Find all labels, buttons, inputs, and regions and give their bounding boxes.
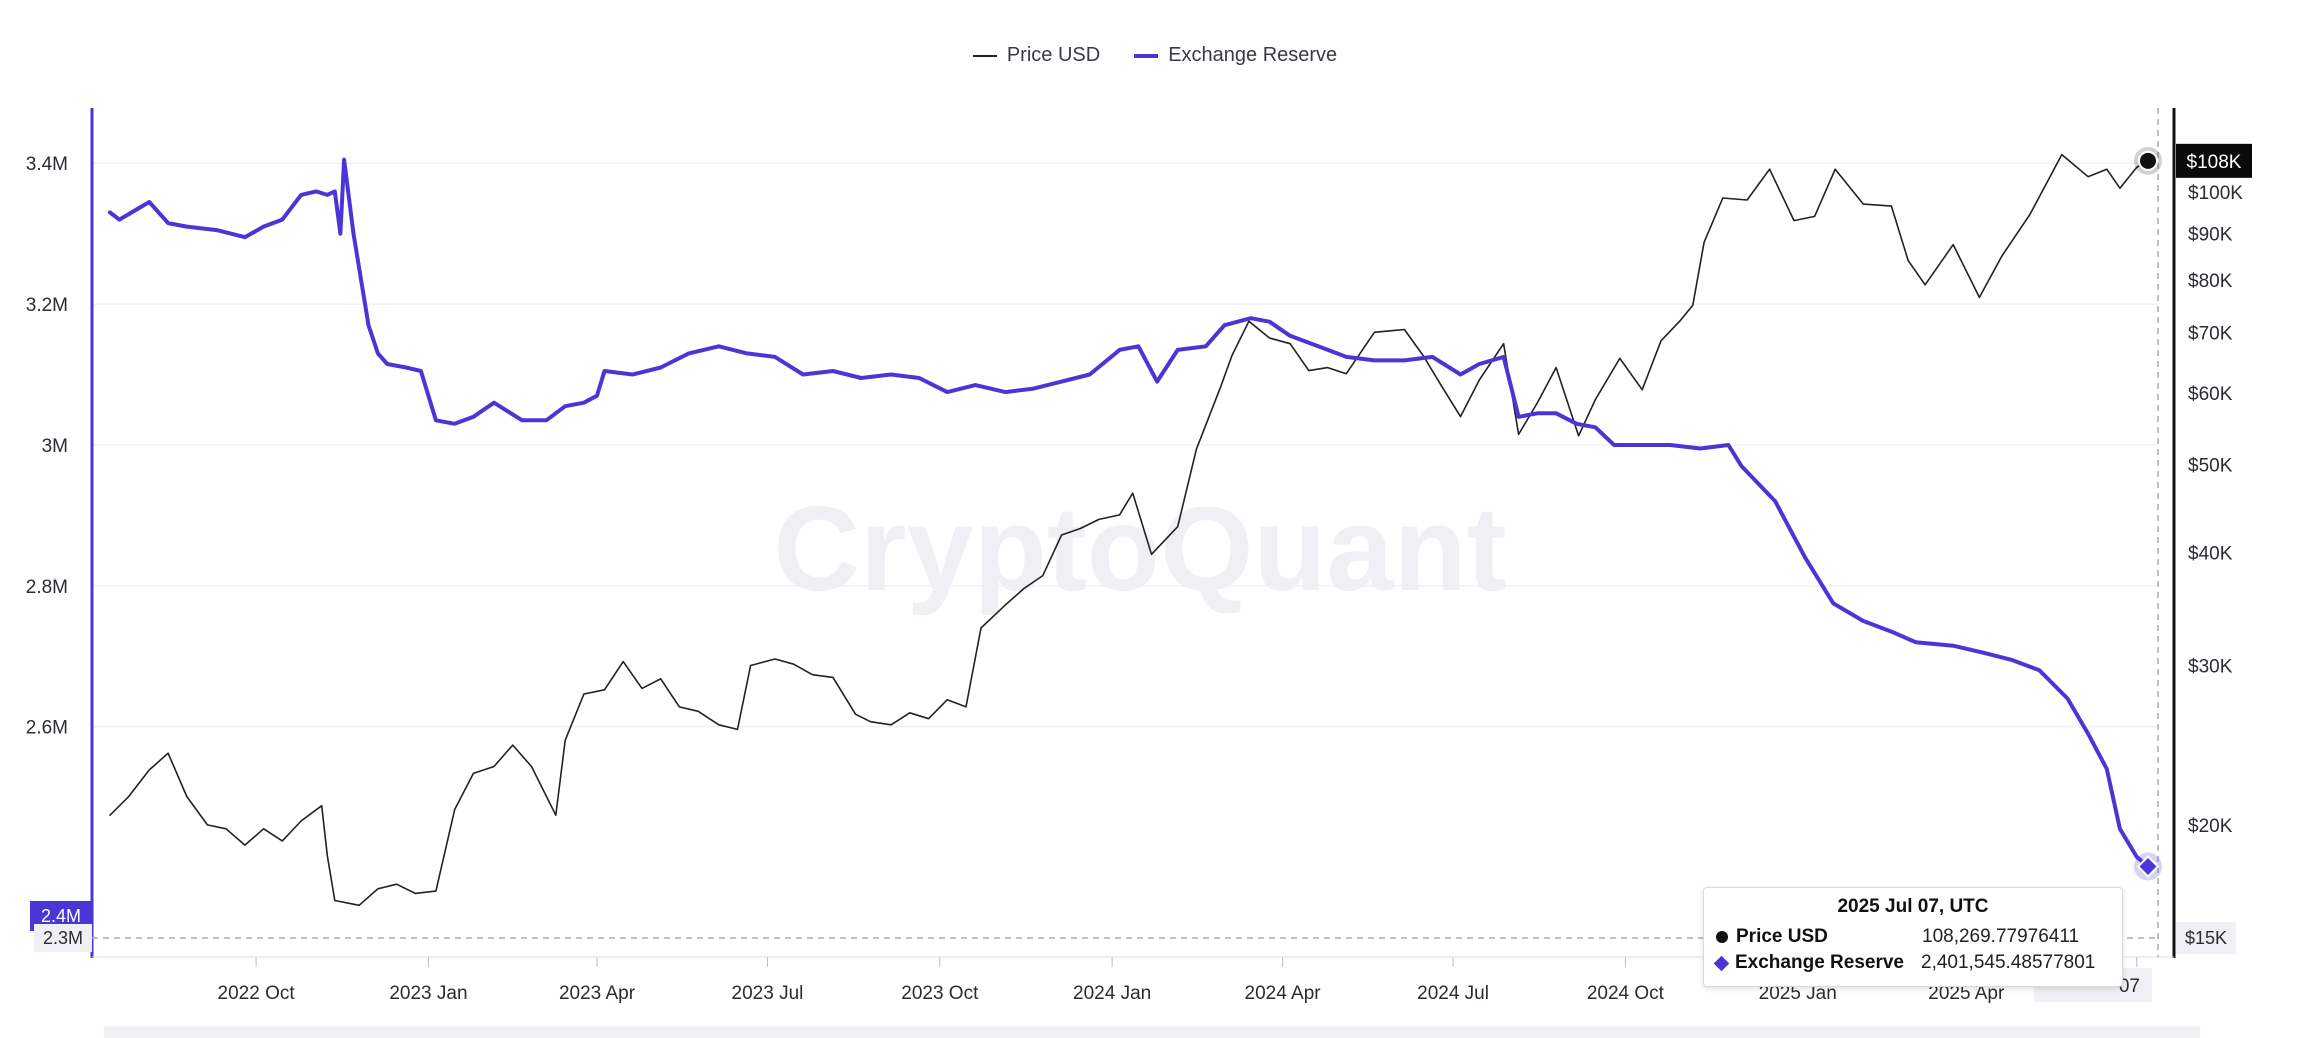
x-tick-label: 2023 Apr [559,983,636,1004]
price-current-badge-label: $108K [2187,152,2242,173]
legend-item-reserve[interactable]: Exchange Reserve [1134,44,1337,67]
tooltip-reserve-marker-icon [1713,955,1730,971]
series-line-reserve [108,157,2150,869]
x-tick-label: 2024 Apr [1245,983,1322,1004]
left-tick-label: 3M [42,436,68,457]
right-tick-label: $50K [2188,456,2233,477]
reserve-bottom-badge [34,924,92,952]
left-tick-label: 2.8M [26,577,68,598]
left-tick-label: 2.6M [26,718,68,739]
legend-swatch-price [972,54,997,57]
tooltip-row-reserve: Exchange Reserve 2,401,545.48577801 [1713,950,2110,976]
tooltip: 2025 Jul 07, UTC Price USD 108,269.77976… [1703,887,2123,987]
left-tick-label: 3.2M [26,295,68,316]
right-tick-label: $100K [2188,183,2243,204]
right-tick-label: $60K [2188,384,2233,405]
tooltip-reserve-label: Exchange Reserve [1735,952,1904,973]
series-line-price [109,153,2149,907]
price-marker-dot [2138,150,2158,171]
tooltip-price-label: Price USD [1736,926,1828,947]
tooltip-price-marker-icon [1716,931,1728,943]
price-current-badge [2176,143,2252,178]
price-bottom-badge-label: $15K [2185,928,2227,948]
legend-label-reserve: Exchange Reserve [1168,44,1338,66]
series-layer [108,153,2150,907]
right-tick-label: $40K [2188,543,2233,564]
legend-swatch-reserve [1134,53,1159,58]
right-tick-label: $80K [2188,271,2233,292]
x-current-badge-label: 07 [2119,976,2140,997]
reserve-current-badge-label: 2.4M [41,906,81,926]
tooltip-title: 2025 Jul 07, UTC [1837,896,1989,917]
right-tick-label: $20K [2188,816,2233,837]
legend-label-price: Price USD [1006,44,1101,66]
right-tick-label: $90K [2188,225,2233,246]
grid-layer [92,162,2158,728]
x-tick-label: 2022 Oct [218,983,296,1004]
legend: Price USD Exchange Reserve [0,44,2310,67]
x-tick-label: 2024 Jan [1073,983,1151,1004]
x-tick-label: 2023 Jan [389,983,467,1004]
tooltip-price-value: 108,269.77976411 [1922,926,2080,947]
x-tick-label: 2023 Oct [901,983,979,1004]
x-tick-label: 2024 Jul [1417,983,1489,1004]
price-bottom-badge [2176,922,2236,954]
tooltip-row-price: Price USD 108,269.77976411 [1716,924,2110,950]
left-tick-label: 3.4M [26,154,68,175]
x-tick-label: 2025 Apr [1928,983,2005,1004]
right-tick-label: $30K [2188,656,2233,677]
watermark: CryptoQuant [773,482,1506,616]
reserve-marker-diamond [2136,855,2160,878]
x-tick-label: 2024 Oct [1587,983,1665,1004]
tooltip-reserve-value: 2,401,545.48577801 [1921,952,2096,973]
legend-item-price[interactable]: Price USD [972,44,1101,67]
x-tick-label: 2025 Jan [1759,983,1837,1004]
navigator-strip[interactable] [104,1026,2200,1038]
marker-layer: $108K $15K 2.4M2.3M 07 [30,143,2252,1002]
reserve-bottom-badge-label: 2.3M [43,928,83,948]
right-tick-label: $70K [2188,323,2233,344]
x-tick-label: 2023 Jul [732,983,804,1004]
